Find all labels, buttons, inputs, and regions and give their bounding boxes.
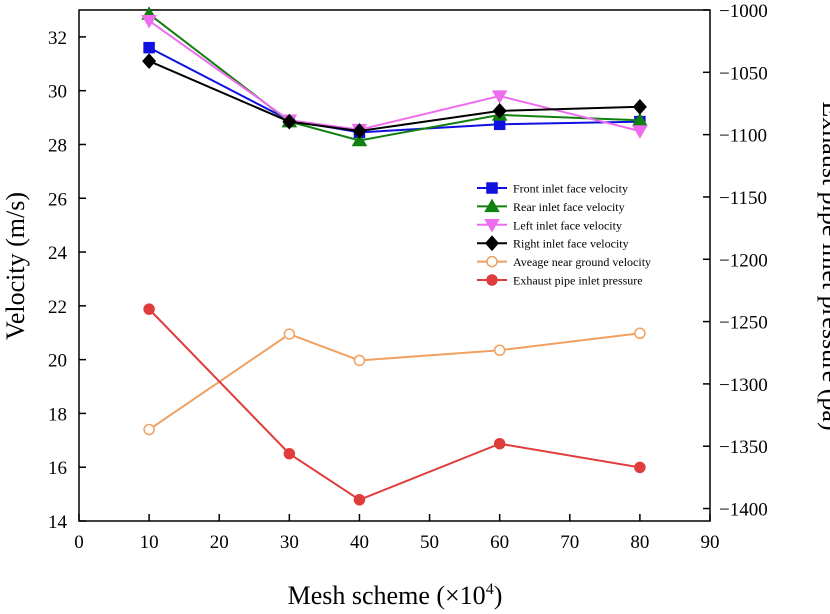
y-left-tick-label: 24	[48, 243, 68, 264]
data-point	[634, 461, 646, 474]
data-point	[352, 123, 367, 139]
series-2	[141, 15, 648, 139]
legend-label: Exhaust pipe inlet pressure	[513, 274, 643, 288]
y-right-tick-label: −1300	[719, 375, 768, 396]
data-point	[353, 494, 366, 506]
series-0	[143, 41, 646, 139]
x-axis-title-close: )	[494, 581, 503, 610]
ticks-layer: 0 10 20 30 40 50 60 70 80 90 14 16 18 20 22 24 26 28 30 32 −…	[48, 1, 768, 553]
y-left-tick-label: 32	[48, 28, 67, 49]
legend-label: Left inlet face velocity	[513, 218, 622, 232]
x-axis-title: Mesh scheme (×104)	[288, 581, 503, 610]
y-left-tick-label: 30	[48, 82, 67, 103]
legend-marker	[484, 219, 500, 233]
y-right-tick-label: −1350	[719, 437, 768, 458]
x-axis-title-main: Mesh scheme (×10	[288, 581, 486, 610]
legend-label: Aveage near ground velocity	[513, 255, 651, 269]
data-point	[282, 113, 297, 130]
y-right-tick-label: −1050	[719, 63, 768, 84]
y-left-tick-label: 20	[48, 351, 67, 372]
legend-label: Rear inlet face velocity	[513, 200, 625, 214]
y-left-tick-label: 28	[48, 135, 67, 156]
series-layer	[141, 6, 648, 506]
data-point	[351, 132, 368, 147]
series-line	[148, 332, 641, 431]
data-point	[283, 447, 296, 460]
series-4	[143, 327, 646, 436]
y-right-tick-label: −1150	[719, 188, 767, 209]
x-tick-label: 90	[701, 532, 720, 553]
x-axis-title-exponent: 4	[486, 581, 494, 598]
data-point	[283, 328, 296, 340]
plot-frame	[78, 9, 711, 522]
legend-marker	[486, 274, 498, 286]
data-point	[493, 344, 506, 356]
legend-marker	[486, 255, 498, 268]
x-tick-label: 80	[630, 532, 649, 553]
y-left-tick-label: 26	[48, 189, 67, 210]
data-point	[143, 303, 155, 315]
x-tick-label: 20	[210, 532, 229, 553]
x-tick-label: 10	[140, 532, 159, 553]
legend-label: Front inlet face velocity	[513, 182, 628, 196]
y-right-tick-label: −1250	[719, 313, 768, 334]
x-tick-label: 50	[420, 532, 439, 553]
y-left-tick-label: 14	[48, 512, 68, 533]
legend-item: Front inlet face velocity	[477, 182, 628, 196]
x-tick-label: 30	[280, 532, 299, 553]
data-point	[142, 53, 157, 69]
data-point	[492, 102, 507, 119]
y-left-tick-label: 22	[48, 297, 67, 318]
data-point	[493, 437, 506, 450]
y-axis-left-title: Velocity (m/s)	[1, 192, 30, 340]
y-left-tick-label: 16	[48, 458, 67, 479]
data-point	[353, 354, 366, 367]
series-line	[148, 308, 641, 501]
legend-item: Right inlet face velocity	[477, 235, 629, 252]
series-line	[148, 46, 640, 134]
legend-marker	[486, 182, 498, 194]
legend-item: Exhaust pipe inlet pressure	[477, 274, 643, 288]
data-point	[632, 112, 648, 127]
x-tick-label: 70	[560, 532, 579, 553]
x-tick-label: 60	[490, 532, 509, 553]
y-axis-right-title: Exhaust pipe inlet pressure (pa)	[817, 101, 830, 430]
series-line	[148, 19, 641, 132]
x-tick-label: 40	[350, 532, 369, 553]
y-right-tick-label: −1400	[719, 500, 768, 521]
legend-item: Rear inlet face velocity	[477, 198, 625, 214]
legend-item: Aveage near ground velocity	[477, 255, 651, 269]
legend-label: Right inlet face velocity	[513, 237, 629, 251]
series-5	[143, 303, 646, 506]
legend-marker	[484, 198, 500, 213]
data-point	[143, 423, 155, 436]
data-point	[632, 98, 647, 115]
data-point	[143, 41, 155, 54]
data-point	[493, 118, 506, 131]
legend: Front inlet face velocity Rear inlet face…	[477, 182, 651, 288]
y-right-tick-label: −1100	[719, 126, 767, 147]
y-right-tick-label: −1000	[719, 1, 768, 22]
data-point	[634, 327, 646, 340]
series-1	[141, 6, 648, 147]
y-right-tick-label: −1200	[719, 250, 768, 271]
legend-item: Left inlet face velocity	[477, 218, 622, 233]
x-tick-label: 0	[74, 532, 84, 553]
legend-marker	[484, 235, 500, 252]
series-3	[142, 53, 647, 139]
data-point	[141, 15, 157, 29]
data-point	[632, 125, 648, 139]
data-point	[491, 90, 508, 104]
y-left-tick-label: 18	[48, 404, 67, 425]
